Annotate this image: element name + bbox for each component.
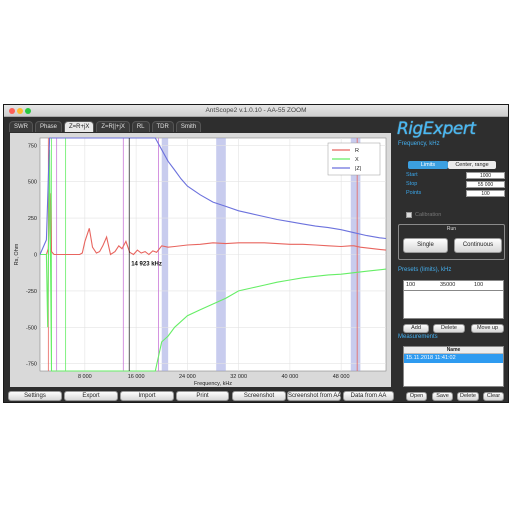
x-series-line: [40, 149, 387, 372]
screenshot-from-aa-button[interactable]: Screenshot from AA: [287, 391, 342, 401]
legend-label: R: [355, 148, 359, 154]
measurement-row[interactable]: 15.11.2018 11:41:02: [404, 354, 503, 363]
screenshot-button[interactable]: Screenshot: [232, 391, 286, 401]
tab-tdr[interactable]: TDR: [151, 121, 174, 132]
export-button[interactable]: Export: [64, 391, 118, 401]
plot-area[interactable]: 8 000 16 000 24 000 32 000 40 000 48 000 -750 -…: [10, 133, 391, 387]
tab-z-series[interactable]: Z=R+jX: [64, 121, 95, 132]
limits-button[interactable]: Limits: [408, 161, 448, 169]
points-label: Points: [406, 190, 422, 196]
legend-label: |Z|: [355, 166, 361, 172]
chart-tabs: SWR Phase Z=R+jX Z=R||+jX RL TDR Smith: [9, 121, 202, 133]
calibration-checkbox[interactable]: [406, 212, 412, 218]
x-axis-label: Frequency, kHz: [194, 381, 232, 387]
y-tick-label: 500: [28, 180, 37, 186]
settings-button[interactable]: Settings: [8, 391, 62, 401]
delete-preset-button[interactable]: Delete: [433, 324, 465, 333]
tab-phase[interactable]: Phase: [35, 121, 63, 132]
presets-header: Presets (limits), kHz: [398, 267, 452, 273]
x-tick-label: 24 000: [179, 374, 196, 380]
window-title: AntScope2 v.1.0.10 - AA-55 ZOOM: [205, 107, 307, 114]
legend-label: X: [355, 157, 359, 163]
preset-stop-cell[interactable]: 35000: [440, 282, 456, 288]
stop-label: Stop: [406, 181, 418, 187]
cursor-label: 14 923 kHz: [131, 261, 162, 267]
tab-rl[interactable]: RL: [131, 121, 150, 132]
preset-points-cell[interactable]: 100: [474, 282, 484, 288]
y-tick-label: 750: [28, 143, 37, 149]
z-magnitude-series-line: [39, 137, 387, 255]
r-series-line: [40, 193, 387, 256]
continuous-button[interactable]: Continuous: [454, 238, 502, 253]
x-tick-label: 32 000: [230, 374, 247, 380]
minimize-window-button[interactable]: [17, 108, 23, 114]
single-button[interactable]: Single: [403, 238, 448, 253]
rigexpert-logo: RigExpert: [397, 119, 476, 139]
x-tick-label: 8 000: [78, 374, 92, 380]
y-tick-label: 0: [34, 253, 37, 259]
presets-list[interactable]: [403, 291, 504, 319]
calibration-label: Calibration: [415, 212, 442, 218]
stop-input[interactable]: 55 000: [466, 181, 505, 188]
y-tick-label: 250: [28, 216, 37, 222]
title-bar: AntScope2 v.1.0.10 - AA-55 ZOOM: [4, 105, 508, 117]
measurements-header: Measurements: [398, 334, 438, 340]
y-tick-label: -250: [26, 289, 37, 295]
name-column-header[interactable]: Name: [404, 347, 503, 354]
delete-measurement-button[interactable]: Delete: [457, 392, 479, 401]
start-label: Start: [406, 172, 418, 178]
tab-smith[interactable]: Smith: [175, 121, 202, 132]
start-input[interactable]: 1000: [466, 172, 505, 179]
tab-z-parallel[interactable]: Z=R||+jX: [96, 121, 130, 132]
move-up-preset-button[interactable]: Move up: [471, 324, 504, 333]
tab-swr[interactable]: SWR: [9, 121, 33, 132]
maximize-window-button[interactable]: [25, 108, 31, 114]
save-measurement-button[interactable]: Save: [432, 392, 453, 401]
bottom-toolbar: Settings Export Import Print Screenshot Scree…: [4, 391, 394, 402]
x-tick-label: 48 000: [333, 374, 350, 380]
y-tick-label: -500: [26, 325, 37, 331]
measurements-table[interactable]: Name 15.11.2018 11:41:02: [403, 346, 504, 387]
frequency-header: Frequency, kHz: [398, 141, 440, 147]
y-tick-label: -750: [26, 362, 37, 368]
side-panel: RigExpert Frequency, kHz Limits Center, …: [395, 119, 508, 402]
x-tick-label: 40 000: [281, 374, 298, 380]
y-axis-label: Rs, Ohm: [14, 243, 20, 265]
print-button[interactable]: Print: [176, 391, 229, 401]
data-from-aa-button[interactable]: Data from AA: [343, 391, 394, 401]
import-button[interactable]: Import: [120, 391, 174, 401]
preset-start-cell[interactable]: 100: [406, 282, 416, 288]
add-preset-button[interactable]: Add: [403, 324, 429, 333]
presets-input-row[interactable]: 100 35000 100: [403, 280, 504, 291]
run-label: Run: [446, 226, 457, 232]
close-window-button[interactable]: [9, 108, 15, 114]
open-measurement-button[interactable]: Open: [406, 392, 427, 401]
app-window: AntScope2 v.1.0.10 - AA-55 ZOOM SWR Phase…: [3, 104, 509, 403]
center-range-button[interactable]: Center, range: [448, 161, 496, 169]
points-input[interactable]: 100: [466, 190, 505, 197]
x-tick-label: 16 000: [128, 374, 145, 380]
impedance-chart[interactable]: 8 000 16 000 24 000 32 000 40 000 48 000 -750 -…: [10, 133, 391, 387]
clear-measurements-button[interactable]: Clear: [483, 392, 504, 401]
run-group: Run Single Continuous: [398, 224, 505, 260]
